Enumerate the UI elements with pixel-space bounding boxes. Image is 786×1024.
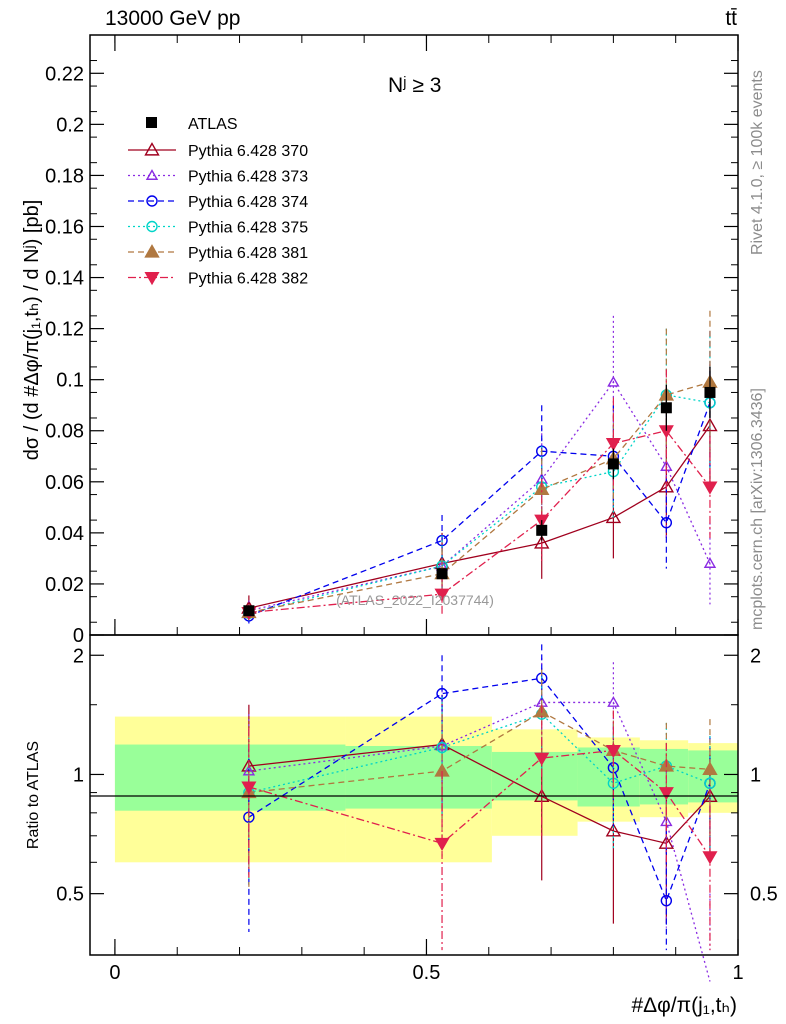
band-inner-bin	[114, 744, 346, 811]
series-382-ratio-point	[534, 752, 550, 766]
series-373-ratio-point	[607, 696, 620, 707]
legend: ATLAS Pythia 6.428 370 Pythia 6.428 373 Py…	[128, 116, 308, 288]
y-tick-label: 0.18	[45, 165, 84, 187]
y-tick-label: 0.04	[45, 523, 84, 545]
series-373-point	[607, 375, 620, 387]
legend-marker-2	[146, 195, 158, 207]
y-tick-label: 0.08	[45, 421, 84, 443]
ratio-tick-label-right: 1	[750, 764, 761, 786]
atlas-point	[660, 402, 672, 414]
series-375-ratio-line	[248, 713, 711, 794]
series-382-ratio-point	[434, 837, 450, 852]
y-tick-label: 0.2	[56, 114, 84, 136]
series-370-ratio-line	[248, 743, 711, 845]
ratio-tick-label-right: 0.5	[750, 884, 778, 906]
atlas-point	[607, 458, 619, 470]
series-381-ratio-line	[248, 711, 711, 794]
legend-label-5: Pythia 6.428 382	[188, 271, 308, 288]
legend-marker-0	[144, 142, 160, 156]
ratio-plot-frame	[89, 634, 739, 956]
x-axis-title: #Δφ/π(j₁,tₕ)	[631, 994, 737, 1017]
y-tick-label: 0.1	[56, 370, 84, 392]
series-375-ratio-point	[436, 741, 448, 754]
ratio-tick-label-right: 2	[750, 645, 761, 667]
band-inner-bin	[688, 750, 738, 803]
y-tick-label: 0.16	[45, 216, 84, 238]
series-382-ratio-line	[248, 749, 711, 858]
ratio-uncertainty-bands	[114, 716, 738, 863]
axis-ticks: 0 0.02 0.04 0.06 0.08 0.1 0.12 0.14 0.16 0.18 0.2 0…	[45, 35, 778, 984]
energy-label: 13000 GeV pp	[105, 7, 240, 30]
y-tick-label: 0	[73, 625, 84, 647]
y-tick-label: 0.14	[45, 268, 84, 290]
series-382-ratio-point	[658, 787, 674, 801]
y-tick-label: 0.02	[45, 574, 84, 596]
legend-marker-3	[146, 220, 158, 233]
series-370-point	[702, 417, 718, 432]
series-373-line	[248, 381, 711, 612]
mcplots-label: mcplots.cern.ch [arXiv:1306.3436]	[749, 388, 766, 630]
legend-atlas-label: ATLAS	[188, 116, 238, 133]
atlas-point	[704, 386, 716, 398]
series-375-ratio-point	[704, 777, 716, 789]
legend-marker-5	[144, 272, 160, 286]
series-381-ratio-point	[702, 761, 718, 775]
series-375-line	[248, 394, 711, 614]
njets-annotation: Nʲ ≥ 3	[388, 74, 441, 97]
ratio-tick-label: 1	[73, 764, 84, 786]
series-381-point	[534, 481, 550, 496]
series-374-line	[248, 402, 711, 617]
series-382-ratio-point	[702, 851, 718, 865]
legend-marker-4	[144, 244, 160, 258]
band-inner-bin	[345, 745, 492, 809]
series-373-point	[703, 557, 717, 568]
analysis-watermark: (ATLAS_2022_I2037744)	[336, 592, 494, 608]
series-373	[242, 315, 717, 982]
atlas-point	[436, 568, 448, 580]
main-y-axis-title: dσ / (d #Δφ/π(j₁,tₕ) / d Nʲ) [pb]	[21, 200, 43, 461]
ratio-tick-label: 0.5	[56, 884, 84, 906]
legend-label-2: Pythia 6.428 374	[188, 194, 308, 211]
series-382-point	[605, 438, 621, 452]
series-374-ratio-line	[248, 677, 711, 903]
series-370-line	[248, 425, 711, 609]
series-370-point	[605, 509, 622, 524]
series-381-line	[248, 381, 711, 614]
band-inner-bin	[577, 747, 640, 807]
legend-atlas-marker	[146, 117, 157, 128]
ratio-y-axis-title: Ratio to ATLAS	[25, 741, 42, 849]
legend-label-4: Pythia 6.428 381	[188, 245, 308, 262]
atlas-point	[243, 605, 255, 617]
series-382-ratio-point	[241, 781, 257, 795]
series-382-line	[248, 430, 711, 614]
atlas-point	[536, 524, 548, 536]
series-374-ratio-point	[660, 894, 673, 907]
series-370-ratio-point	[605, 823, 622, 837]
process-label: tt̄	[725, 7, 737, 30]
ratio-tick-label: 2	[73, 645, 84, 667]
series-382-point	[702, 481, 718, 495]
series-382-point	[434, 588, 450, 602]
series-382-ratio-point	[605, 744, 621, 759]
x-tick-label: 0.5	[413, 962, 441, 984]
rivet-version-label: Rivet 4.1.0, ≥ 100k events	[749, 70, 766, 255]
legend-label-3: Pythia 6.428 375	[188, 220, 308, 237]
legend-label-1: Pythia 6.428 373	[188, 169, 308, 186]
y-tick-label: 0.12	[45, 319, 84, 341]
x-tick-label: 0	[109, 962, 120, 984]
series-382	[241, 369, 718, 951]
series-374-point	[660, 516, 673, 529]
legend-marker-1	[145, 169, 159, 180]
series-atlas	[243, 366, 716, 617]
y-tick-label: 0.22	[45, 63, 84, 85]
x-tick-label: 1	[732, 962, 743, 984]
legend-label-0: Pythia 6.428 370	[188, 143, 308, 160]
series-layer	[241, 310, 718, 982]
y-tick-label: 0.06	[45, 472, 84, 494]
